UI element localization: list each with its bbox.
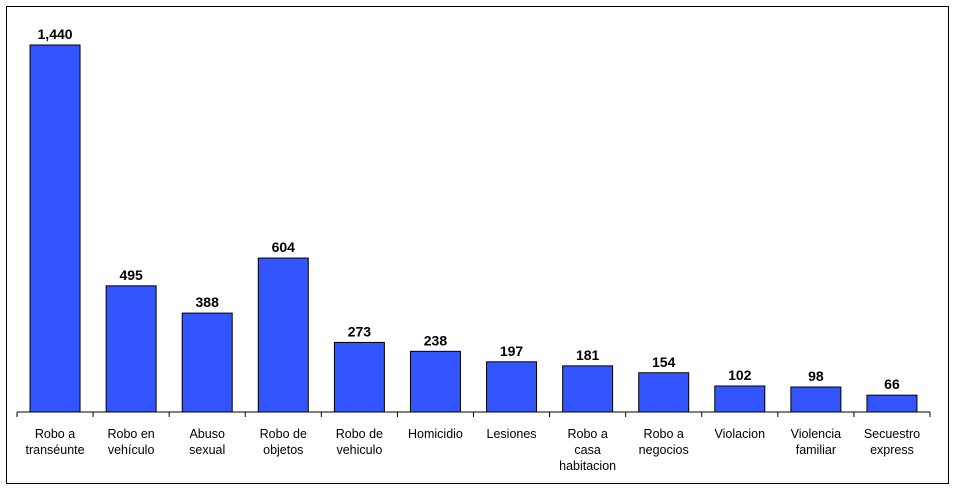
data-label: 273 (348, 323, 372, 339)
data-label: 98 (808, 368, 824, 384)
data-label: 197 (500, 343, 524, 359)
data-label: 66 (884, 376, 900, 392)
x-tick-label: Robo a casa habitacion (559, 427, 616, 473)
bar (790, 386, 842, 413)
data-label: 102 (728, 367, 752, 383)
data-label: 181 (576, 347, 600, 363)
data-label: 1,440 (38, 26, 73, 42)
bar (638, 372, 690, 413)
bar (181, 312, 233, 413)
bar (866, 394, 918, 413)
value-labels-group: 1,440 495 388 604 273 238 197 181 154 102 98 66 (38, 26, 900, 392)
bar (714, 385, 766, 413)
data-label: 604 (272, 239, 296, 255)
bars-group (29, 44, 918, 413)
x-tick-label: Violencia familiar (791, 427, 842, 457)
bar (105, 285, 157, 413)
x-tick-label: Robo a negocios (639, 427, 689, 457)
x-tick-label: Robo de vehiculo (336, 427, 383, 457)
data-label: 154 (652, 354, 676, 370)
x-tick-label: Homicidio (408, 427, 463, 441)
x-tick-label: Violacion (715, 427, 766, 441)
bar (29, 44, 81, 413)
bar (409, 350, 461, 413)
category-labels-group: Robo a transéunte Robo en vehículo Abuso sexu… (26, 427, 921, 473)
bar (257, 257, 309, 413)
x-tick-label: Robo de objetos (260, 427, 307, 457)
x-tick-label: Secuestro express (864, 427, 920, 457)
x-tick-label: Robo en vehículo (107, 427, 154, 457)
data-label: 238 (424, 332, 448, 348)
data-label: 495 (119, 267, 143, 283)
bar (333, 341, 385, 413)
x-tick-label: Robo a transéunte (26, 427, 85, 457)
x-axis (16, 411, 931, 417)
x-tick-label: Abuso sexual (189, 427, 225, 457)
bar (562, 365, 614, 413)
bar (486, 361, 538, 413)
data-label: 388 (196, 294, 220, 310)
x-tick-label: Lesiones (487, 427, 537, 441)
